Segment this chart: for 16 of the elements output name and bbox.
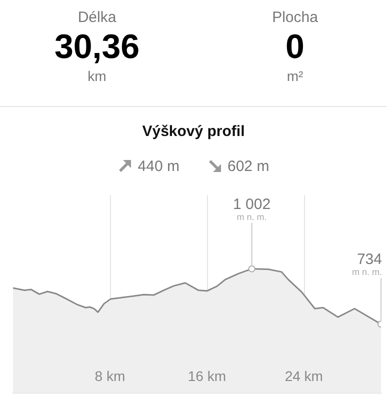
- text: 440 m: [138, 158, 180, 175]
- x-tick-label: 16 km: [188, 368, 226, 384]
- data-label: 734: [356, 251, 382, 268]
- annotation: m n. m.: [352, 267, 382, 278]
- chart-title: Výškový profil: [141, 123, 246, 140]
- x-tick-label: 8 km: [94, 368, 126, 384]
- text: 0: [284, 28, 306, 66]
- text: 602 m: [228, 158, 270, 175]
- text: km: [86, 67, 108, 86]
- data-label: 1 002: [233, 196, 271, 213]
- text: m²: [286, 67, 304, 86]
- text: 30,36: [53, 28, 141, 66]
- annotation: m n. m.: [236, 212, 267, 222]
- text: Délka: [76, 8, 118, 28]
- x-tick-label: 24 km: [284, 368, 323, 384]
- text: Plocha: [271, 8, 319, 28]
